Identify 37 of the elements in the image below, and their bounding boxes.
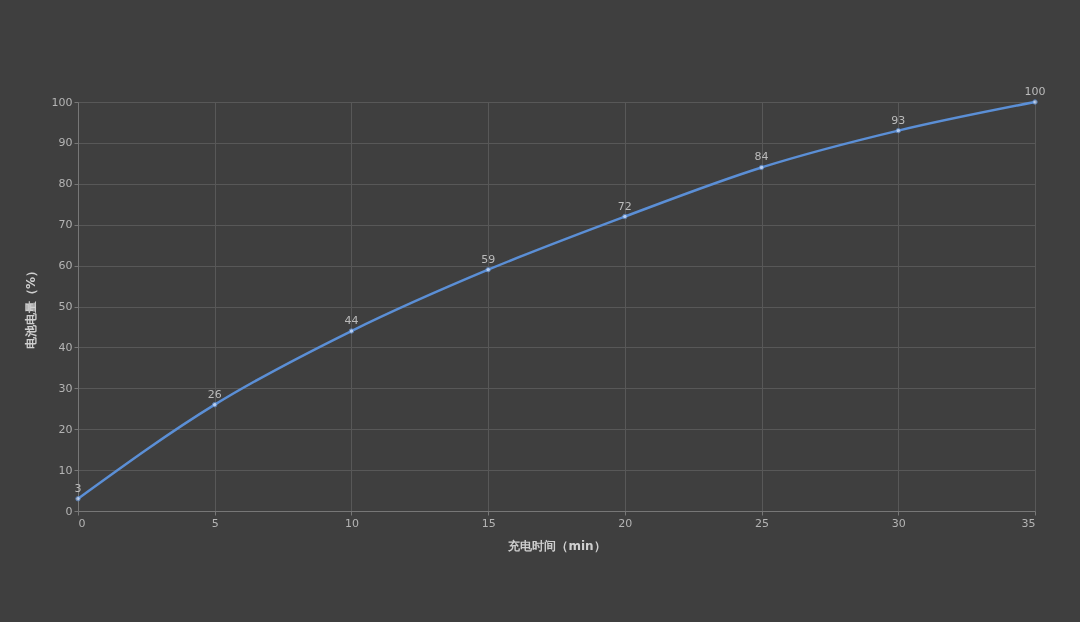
y-axis-title: 电池电量（%） [23,264,38,350]
y-tick-label: 60 [58,259,73,273]
point [1032,99,1038,105]
point [348,328,355,334]
point [211,401,218,408]
x-tick-label: 0 [78,516,86,530]
data-label: 93 [891,113,906,127]
point [758,164,765,171]
data-label: 26 [207,387,222,401]
x-tick-label: 35 [1021,516,1036,530]
y-tick-label: 90 [58,136,73,150]
x-axis-title: 充电时间（min） [507,538,606,553]
data-label: 3 [74,481,82,495]
y-tick-label: 30 [58,381,73,395]
y-tick-label: 20 [58,422,73,436]
x-tick-label: 25 [755,516,770,530]
point [895,127,902,134]
data-label: 100 [1024,85,1046,98]
point [75,496,81,502]
x-tick-label: 10 [344,516,359,530]
y-tick-label: 0 [65,504,73,518]
data-label: 59 [481,252,496,266]
x-tick-label: 30 [891,516,906,530]
x-tick-label: 20 [618,516,633,530]
y-tick-label: 10 [58,463,73,477]
data-label: 44 [344,314,359,328]
y-tick-label: 50 [58,300,73,313]
data-label: 84 [754,150,769,164]
y-tick-label: 40 [58,340,73,354]
y-tick-label: 100 [51,95,73,109]
point [622,213,628,220]
point [485,266,491,273]
data-label: 72 [617,199,632,213]
y-tick-label: 70 [58,218,73,232]
x-tick-label: 15 [481,516,496,530]
y-tick-label: 80 [58,177,73,191]
x-tick-label: 5 [211,516,219,530]
